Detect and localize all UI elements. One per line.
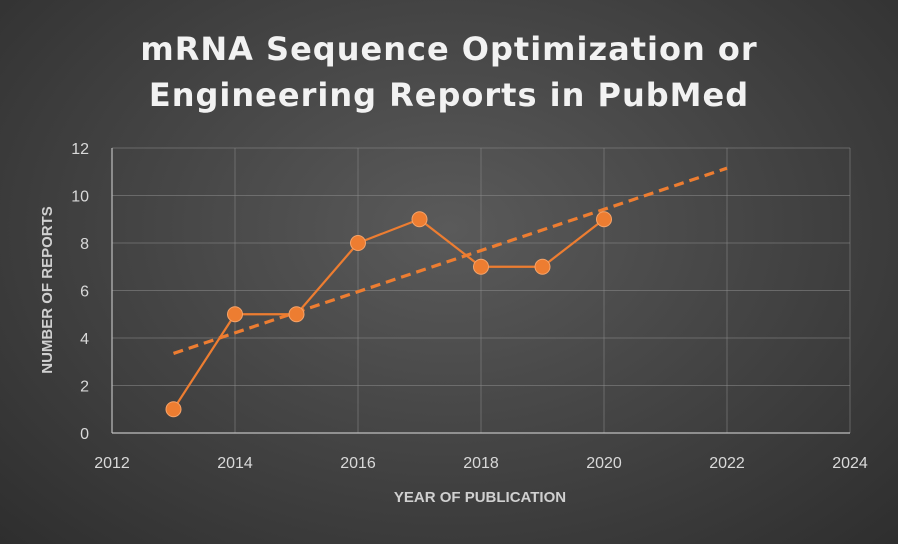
data-point [227, 306, 243, 323]
chart-title-line-1: mRNA Sequence Optimization or [140, 30, 757, 68]
x-tick-labels: 2012 2014 2016 2018 2020 2022 2024 [94, 455, 868, 472]
data-point [411, 211, 428, 228]
x-tick-label: 2014 [217, 455, 253, 472]
trendline [172, 166, 728, 355]
x-tick-label: 2016 [340, 455, 376, 472]
axes [111, 148, 850, 434]
y-axis-label: NUMBER OF REPORTS [39, 206, 56, 374]
y-tick-label: 4 [80, 331, 89, 348]
trendline-segment [172, 166, 728, 355]
x-tick-label: 2018 [463, 455, 499, 472]
x-tick-label: 2022 [709, 455, 745, 472]
data-point [596, 211, 612, 228]
data-point [534, 258, 551, 275]
data-point [350, 235, 366, 251]
x-tick-label: 2012 [94, 455, 130, 472]
y-tick-label: 2 [80, 379, 89, 396]
y-tick-label: 10 [71, 189, 89, 206]
x-axis-label: YEAR OF PUBLICATION [394, 489, 566, 506]
y-tick-label: 12 [71, 141, 89, 158]
x-tick-label: 2020 [586, 455, 622, 472]
y-tick-label: 6 [80, 284, 89, 301]
data-point [473, 258, 489, 275]
x-tick-label: 2024 [832, 455, 868, 472]
y-tick-label: 0 [80, 426, 89, 443]
y-tick-labels: 0 2 4 6 8 10 12 [71, 141, 89, 443]
y-tick-label: 8 [80, 236, 89, 253]
gridlines [112, 147, 851, 433]
data-point [165, 401, 182, 418]
chart-title-line-2: Engineering Reports in PubMed [149, 76, 749, 114]
series-line [172, 218, 605, 410]
data-point [288, 306, 305, 323]
data-series [165, 211, 612, 418]
chart-title: mRNA Sequence Optimization or Engineerin… [140, 30, 757, 114]
